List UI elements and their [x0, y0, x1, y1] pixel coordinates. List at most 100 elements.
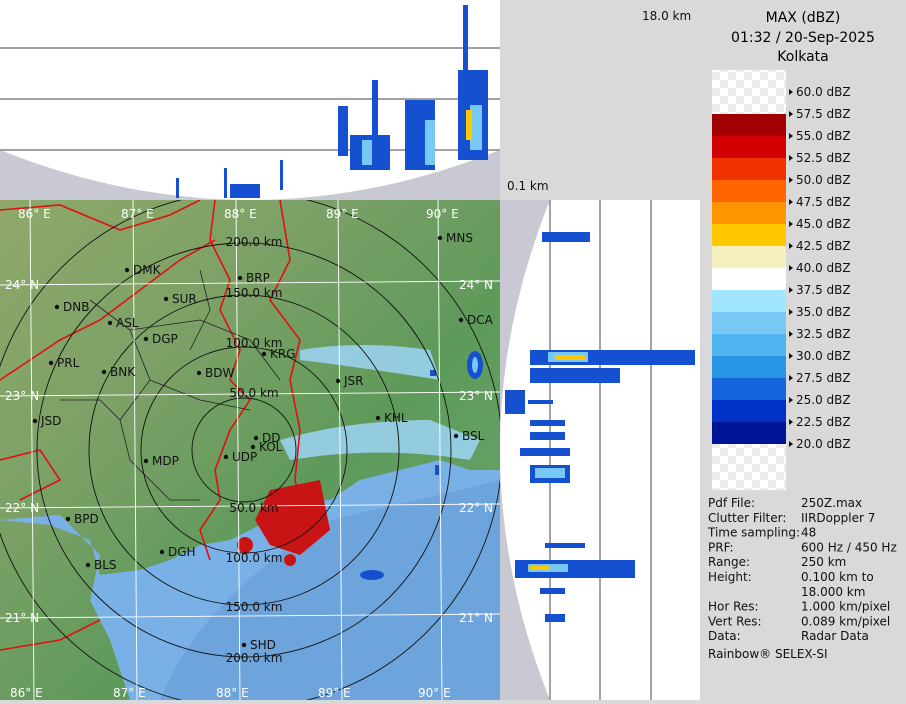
info-value: 600 Hz / 450 Hz [801, 540, 897, 554]
city-dot [163, 296, 169, 302]
legend-label: 37.5 dBZ [796, 283, 851, 297]
city-label: BNK [110, 365, 136, 379]
lat-label-left: 22° N [5, 501, 39, 515]
legend-label: 30.0 dBZ [796, 349, 851, 363]
city-dot [196, 370, 202, 376]
legend-panel: MAX (dBZ) 01:32 / 20-Sep-2025 Kolkata 60… [707, 10, 897, 661]
info-value: 48 [801, 526, 816, 540]
legend-label: 35.0 dBZ [796, 305, 851, 319]
legend-band [712, 290, 786, 312]
product-title: MAX (dBZ) [766, 10, 841, 26]
meridian [337, 200, 343, 700]
city-dot [107, 320, 113, 326]
city-dot [261, 351, 267, 357]
legend-label: 60.0 dBZ [796, 85, 851, 99]
range-label: 150.0 km [226, 600, 283, 614]
info-value: 0.100 km to [801, 570, 874, 584]
max-height: 18.0 km [642, 9, 691, 23]
city-dot [237, 275, 243, 281]
lon-label-bottom: 88° E [216, 686, 249, 700]
parallel [0, 613, 500, 619]
city-dot [241, 642, 247, 648]
lon-label-top: 88° E [224, 207, 257, 221]
legend-label: 20.0 dBZ [796, 437, 851, 451]
city-label: MDP [152, 454, 179, 468]
range-label: 200.0 km [226, 651, 283, 665]
city-label: BSL [462, 429, 485, 443]
lat-label-right: 23° N [459, 389, 493, 403]
legend-tick [789, 309, 793, 315]
legend-label: 55.0 dBZ [796, 129, 851, 143]
legend-label: 50.0 dBZ [796, 173, 851, 187]
legend-band [712, 312, 786, 334]
range-label: 200.0 km [226, 235, 283, 249]
city-label: DMK [133, 263, 162, 277]
legend-tick [789, 331, 793, 337]
info-value: Radar Data [801, 629, 869, 643]
city-dot [253, 435, 259, 441]
legend-label: 25.0 dBZ [796, 393, 851, 407]
city-dot [458, 317, 464, 323]
city-label: JSR [343, 374, 364, 388]
info-key: PRF: [708, 540, 734, 554]
lon-label-bottom: 89° E [318, 686, 351, 700]
legend-tick [789, 419, 793, 425]
info-value: IIRDoppler 7 [801, 511, 875, 525]
info-key: Hor Res: [708, 600, 759, 614]
legend-label: 52.5 dBZ [796, 151, 851, 165]
lat-label-left: 23° N [5, 389, 39, 403]
range-label: 50.0 km [229, 501, 278, 515]
legend-tick [789, 441, 793, 447]
lon-label-top: 87° E [121, 207, 154, 221]
legend-band [712, 224, 786, 246]
legend-label: 22.5 dBZ [796, 415, 851, 429]
city-label: BPD [74, 512, 99, 526]
legend-label: 42.5 dBZ [796, 239, 851, 253]
range-label: 100.0 km [226, 336, 283, 350]
info-value: 250Z.max [801, 496, 862, 510]
legend-label: 47.5 dBZ [796, 195, 851, 209]
location: Kolkata [777, 49, 828, 65]
legend-band [712, 400, 786, 422]
city-dot [85, 562, 91, 568]
city-dot [159, 549, 165, 555]
legend-label: 40.0 dBZ [796, 261, 851, 275]
range-label: 50.0 km [229, 386, 278, 400]
city-dot [65, 516, 71, 522]
city-label: KHL [384, 411, 408, 425]
info-value: 1.000 km/pixel [801, 600, 890, 614]
legend-tick [789, 89, 793, 95]
city-label: DCA [467, 313, 494, 327]
city-label: KRG [270, 347, 296, 361]
legend-band [712, 202, 786, 224]
parallel [0, 280, 500, 286]
city-dot [143, 458, 149, 464]
city-label: SHD [250, 638, 276, 652]
legend-label: 32.5 dBZ [796, 327, 851, 341]
map: 86° E 86° E 87° E 87° E 88° E 88° E 89° E 89° E… [0, 200, 500, 700]
lon-label-top: 89° E [326, 207, 359, 221]
legend-tick [789, 177, 793, 183]
legend-band [712, 246, 786, 268]
min-height: 0.1 km [507, 179, 549, 193]
lon-label-top: 90° E [426, 207, 459, 221]
legend-band [712, 422, 786, 444]
city-dot [223, 454, 229, 460]
city-label: DGH [168, 545, 196, 559]
city-label: BRP [246, 271, 270, 285]
parallel [0, 503, 500, 509]
legend-band [712, 136, 786, 158]
city-label: SUR [172, 292, 197, 306]
info-key: Range: [708, 555, 750, 569]
info-key: Pdf File: [708, 496, 755, 510]
city-dot [250, 444, 256, 450]
city-dot [48, 360, 54, 366]
range-ring [140, 346, 348, 554]
lat-label-right: 22° N [459, 501, 493, 515]
info-key: Vert Res: [708, 614, 762, 628]
city-dot [124, 267, 130, 273]
info-key: Height: [708, 570, 752, 584]
city-dot [54, 304, 60, 310]
footer: Rainbow® SELEX-SI [708, 647, 828, 661]
